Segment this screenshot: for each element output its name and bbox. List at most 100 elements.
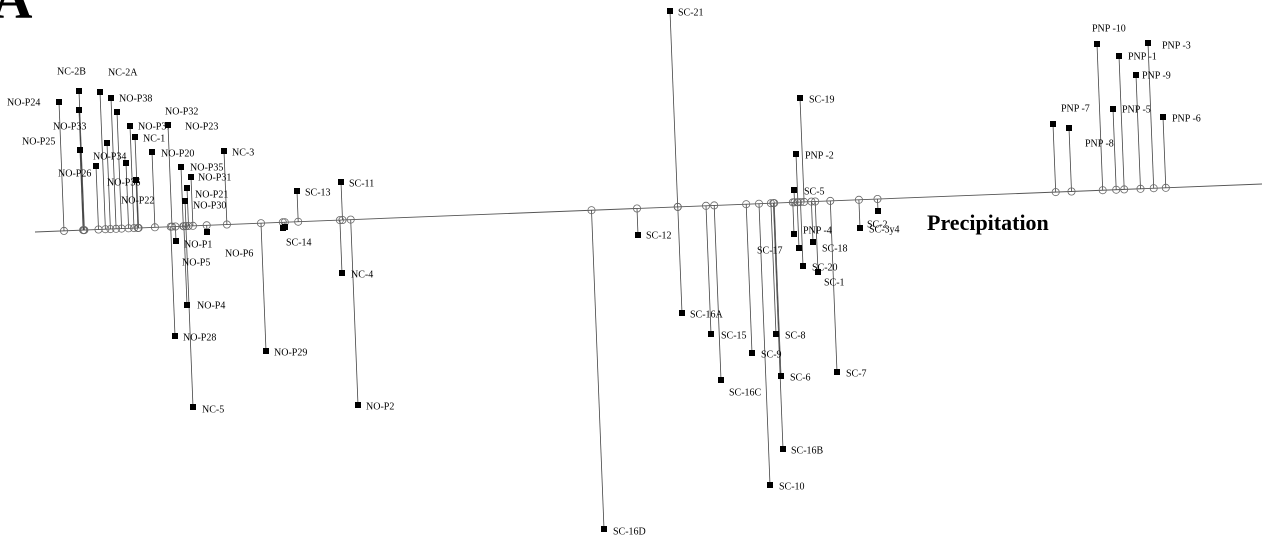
point-sc-6: [778, 373, 784, 379]
projection-line-sc-12: [636, 208, 639, 236]
point-sc-18: [810, 239, 816, 245]
projection-line-sc-19: [799, 97, 805, 202]
point-no-p2: [355, 402, 361, 408]
label-pnp-5: PNP -5: [1122, 105, 1151, 116]
projection-line-sc-8: [770, 203, 777, 335]
point-no-p24: [56, 99, 62, 105]
point-no-p31: [188, 174, 194, 180]
projection-line-sc-17: [796, 202, 800, 249]
projection-line-sc-16b: [773, 203, 784, 450]
label-no-p6: NO-P6: [225, 249, 253, 260]
point-no-p21: [184, 185, 190, 191]
point-no-p36: [123, 160, 129, 166]
point-no-p34: [104, 140, 110, 146]
projection-line-nc-2a: [99, 91, 106, 230]
projection-line-pnp-7: [1052, 123, 1057, 193]
projection-marker-sc-13: [294, 217, 303, 226]
projection-line-pnp-6: [1162, 116, 1167, 188]
projection-marker-sc-1: [811, 197, 820, 206]
projection-line-no-p35: [180, 166, 184, 227]
point-sc-1: [815, 269, 821, 275]
projection-marker-pnp-10: [1098, 186, 1107, 195]
projection-line-no-p29: [260, 223, 267, 352]
label-sc-11: SC-11: [349, 179, 374, 190]
label-sc-9: SC-9: [761, 350, 782, 361]
projection-line-sc-10: [758, 203, 771, 486]
point-nc-5: [190, 404, 196, 410]
label-sc-16c: SC-16C: [729, 388, 762, 399]
projection-marker-no-p38: [112, 224, 121, 233]
projection-marker-pnp-7: [1051, 188, 1060, 197]
point-sc-10: [767, 482, 773, 488]
projection-marker-sc-16c: [710, 201, 719, 210]
projection-line-sc-15: [705, 205, 712, 335]
label-sc-2: SC-2: [867, 220, 888, 231]
label-no-p32: NO-P32: [165, 107, 198, 118]
label-sc-16d: SC-16D: [613, 527, 646, 538]
label-no-p21: NO-P21: [195, 190, 228, 201]
projection-line-no-p20: [151, 151, 156, 228]
projection-line-sc-1: [814, 201, 819, 273]
point-sc-11: [338, 179, 344, 185]
point-sc-9: [749, 350, 755, 356]
point-no-p22: [133, 177, 139, 183]
point-no-p38: [108, 95, 114, 101]
label-nc-4: NC-4: [351, 270, 373, 281]
label-sc-19: SC-19: [809, 95, 835, 106]
projection-line-sc-9: [745, 204, 753, 354]
projection-line-no-p38: [110, 97, 117, 229]
projection-markers: [60, 183, 1170, 235]
point-no-p5: [204, 229, 210, 235]
projection-marker-sc-16d: [587, 206, 596, 215]
label-sc-5: SC-5: [804, 187, 825, 198]
label-sc-7: SC-7: [846, 369, 867, 380]
label-sc-6: SC-6: [790, 373, 811, 384]
projection-line-no-p26: [95, 165, 99, 230]
point-sc-12: [635, 232, 641, 238]
point-no-p29: [263, 348, 269, 354]
point-no-p35: [178, 164, 184, 170]
projection-marker-no-p4: [179, 222, 188, 231]
label-pnp-1: PNP -1: [1128, 52, 1157, 63]
point-nc-1: [132, 134, 138, 140]
point-sc-8: [773, 331, 779, 337]
projection-marker-no-p24: [60, 226, 69, 235]
projection-marker-nc-4: [335, 216, 344, 225]
projection-marker-sc-2: [873, 194, 882, 203]
label-pnp-3: PNP -3: [1162, 41, 1191, 52]
projection-line-nc-5: [185, 226, 194, 408]
point-pnp-10: [1094, 41, 1100, 47]
projection-line-nc-4: [339, 220, 343, 274]
projection-line-sc-11: [340, 181, 343, 221]
label-nc-1: NC-1: [143, 134, 165, 145]
label-no-p37: NO-P37: [138, 122, 171, 133]
point-sc-7: [834, 369, 840, 375]
projection-line-sc-16c: [713, 205, 722, 381]
label-no-p5: NO-P5: [182, 258, 210, 269]
projection-line-sc-7: [829, 200, 838, 373]
point-sc-16d: [601, 526, 607, 532]
projection-marker-pnp-3: [1149, 184, 1158, 193]
point-sc-17: [796, 245, 802, 251]
precipitation-axis-line: [34, 183, 1262, 233]
projection-line-no-p21: [186, 187, 189, 227]
point-sc-21: [667, 8, 673, 14]
projection-marker-sc-16a: [673, 202, 682, 211]
projection-line-no-p28: [170, 226, 176, 337]
label-pnp-10: PNP -10: [1092, 24, 1126, 35]
projection-marker-no-p20: [150, 223, 159, 232]
label-no-p35: NO-P35: [190, 163, 223, 174]
label-nc-5: NC-5: [202, 405, 224, 416]
projection-marker-pnp-1: [1120, 185, 1129, 194]
label-no-p28: NO-P28: [183, 333, 216, 344]
label-no-p24: NO-P24: [7, 98, 40, 109]
label-no-p20: NO-P20: [161, 149, 194, 160]
projection-marker-no-p34: [106, 225, 115, 234]
axis-title: Precipitation: [927, 210, 1049, 235]
projection-marker-no-p29: [256, 219, 265, 228]
label-sc-15: SC-15: [721, 331, 747, 342]
point-no-p26: [93, 163, 99, 169]
projection-marker-pnp-5: [1112, 185, 1121, 194]
projection-line-no-p30: [184, 200, 187, 227]
